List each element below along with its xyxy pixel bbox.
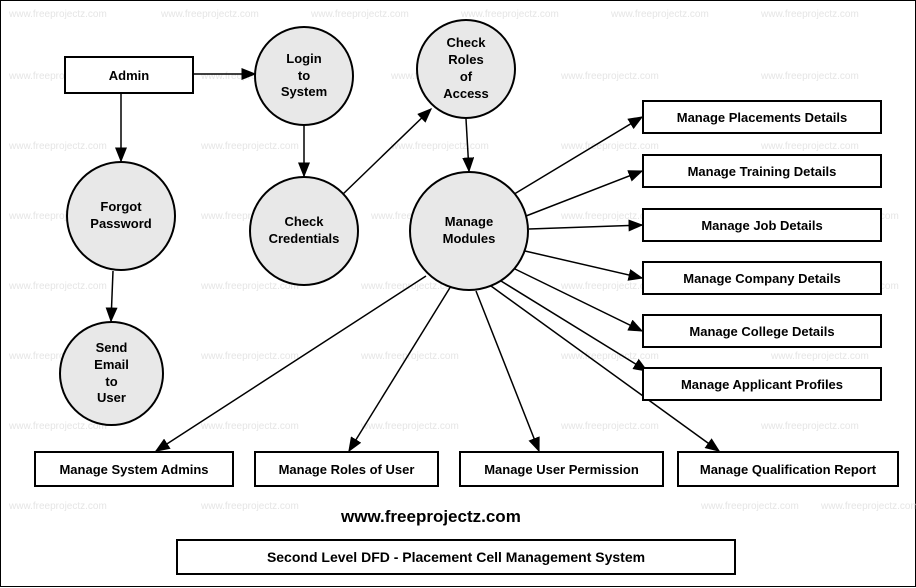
watermark-text: www.freeprojectz.com xyxy=(761,9,859,20)
node-mng_roles: Manage Roles of User xyxy=(254,451,439,487)
node-mng_college: Manage College Details xyxy=(642,314,882,348)
node-mng_placements: Manage Placements Details xyxy=(642,100,882,134)
watermark-text: www.freeprojectz.com xyxy=(201,501,299,512)
node-mng_perm: Manage User Permission xyxy=(459,451,664,487)
edge-check_creds-check_roles xyxy=(341,109,431,196)
watermark-text: www.freeprojectz.com xyxy=(201,421,299,432)
watermark-text: www.freeprojectz.com xyxy=(561,421,659,432)
watermark-text: www.freeprojectz.com xyxy=(771,351,869,362)
watermark-text: www.freeprojectz.com xyxy=(361,421,459,432)
watermark-text: www.freeprojectz.com xyxy=(701,501,799,512)
watermark-text: www.freeprojectz.com xyxy=(9,501,107,512)
watermark-text: www.freeprojectz.com xyxy=(9,141,107,152)
edge-forgot-send_email xyxy=(111,271,113,321)
edge-manage_modules-mng_college xyxy=(515,269,642,331)
node-mng_sysadmin: Manage System Admins xyxy=(34,451,234,487)
node-check_roles: CheckRolesofAccess xyxy=(416,19,516,119)
edge-manage_modules-mng_applicant xyxy=(501,281,647,371)
watermark-text: www.freeprojectz.com xyxy=(161,9,259,20)
node-login: LogintoSystem xyxy=(254,26,354,126)
node-title_box: Second Level DFD - Placement Cell Manage… xyxy=(176,539,736,575)
watermark-text: www.freeprojectz.com xyxy=(201,351,299,362)
edge-manage_modules-mng_training xyxy=(526,171,642,216)
node-mng_training: Manage Training Details xyxy=(642,154,882,188)
watermark-text: www.freeprojectz.com xyxy=(9,281,107,292)
watermark-text: www.freeprojectz.com xyxy=(761,141,859,152)
edge-manage_modules-mng_placements xyxy=(511,117,642,196)
edge-manage_modules-mng_job xyxy=(529,225,642,229)
watermark-text: www.freeprojectz.com xyxy=(361,351,459,362)
watermark-text: www.freeprojectz.com xyxy=(311,9,409,20)
node-mng_applicant: Manage Applicant Profiles xyxy=(642,367,882,401)
watermark-text: www.freeprojectz.com xyxy=(461,9,559,20)
edge-check_roles-manage_modules xyxy=(466,119,469,171)
node-mng_job: Manage Job Details xyxy=(642,208,882,242)
node-manage_modules: ManageModules xyxy=(409,171,529,291)
edge-manage_modules-mng_sysadmin xyxy=(156,276,426,451)
node-mng_company: Manage Company Details xyxy=(642,261,882,295)
watermark-text: www.freeprojectz.com xyxy=(391,141,489,152)
watermark-text: www.freeprojectz.com xyxy=(9,9,107,20)
node-mng_qual: Manage Qualification Report xyxy=(677,451,899,487)
node-check_creds: CheckCredentials xyxy=(249,176,359,286)
watermark-text: www.freeprojectz.com xyxy=(561,141,659,152)
edge-manage_modules-mng_company xyxy=(525,251,642,278)
edge-manage_modules-mng_perm xyxy=(476,291,539,451)
edge-manage_modules-mng_roles xyxy=(349,286,451,451)
watermark-text: www.freeprojectz.com xyxy=(761,421,859,432)
node-forgot: ForgotPassword xyxy=(66,161,176,271)
watermark-text: www.freeprojectz.com xyxy=(201,141,299,152)
node-admin: Admin xyxy=(64,56,194,94)
watermark-text: www.freeprojectz.com xyxy=(561,71,659,82)
watermark-text: www.freeprojectz.com xyxy=(561,351,659,362)
watermark-text: www.freeprojectz.com xyxy=(821,501,916,512)
website-caption: www.freeprojectz.com xyxy=(341,507,521,527)
node-send_email: SendEmailtoUser xyxy=(59,321,164,426)
watermark-text: www.freeprojectz.com xyxy=(761,71,859,82)
watermark-text: www.freeprojectz.com xyxy=(611,9,709,20)
